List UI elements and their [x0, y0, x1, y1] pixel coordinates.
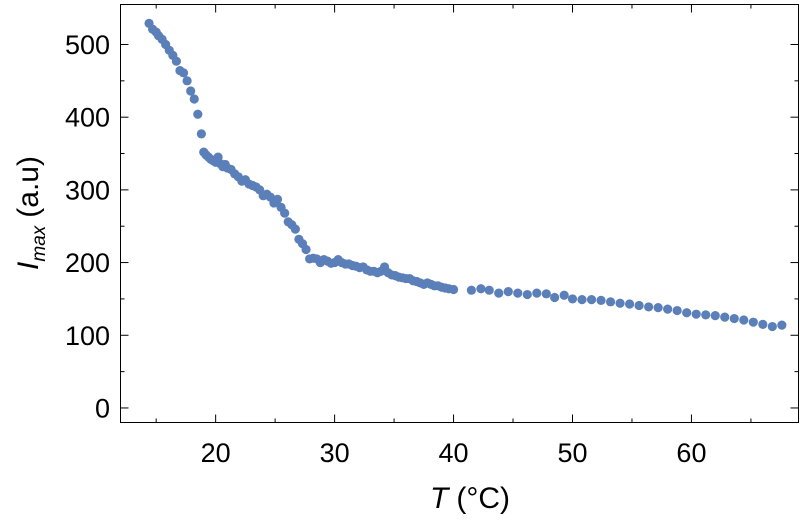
x-axis-unit: (°C) — [456, 482, 510, 515]
data-point — [522, 289, 532, 300]
data-point — [586, 295, 597, 305]
y-axis-symbol: I — [12, 262, 45, 270]
data-point — [767, 321, 777, 332]
data-point — [701, 310, 711, 320]
data-point — [615, 298, 625, 308]
y-tick-label: 100 — [65, 321, 110, 351]
x-tick-label: 40 — [439, 438, 469, 468]
y-tick-label: 400 — [65, 103, 110, 133]
x-tick-label: 30 — [320, 438, 350, 468]
data-point — [290, 224, 300, 234]
x-tick-label: 50 — [557, 438, 587, 468]
data-point — [503, 287, 513, 297]
x-axis-symbol: T — [430, 482, 451, 515]
data-point — [513, 288, 523, 298]
data-point — [476, 284, 486, 294]
data-point — [605, 297, 616, 307]
data-point — [196, 129, 206, 139]
data-point — [710, 311, 720, 321]
data-point — [758, 319, 768, 329]
x-tick-label: 60 — [676, 438, 706, 468]
y-tick-label: 500 — [65, 30, 110, 60]
data-point — [682, 308, 692, 318]
y-axis-title: Imax (a.u) — [12, 156, 50, 270]
data-point — [634, 300, 644, 311]
data-point — [559, 290, 569, 300]
data-point — [777, 320, 787, 330]
data-point — [448, 284, 459, 295]
data-point — [577, 295, 587, 305]
plot-frame — [120, 4, 799, 423]
data-point — [691, 309, 701, 319]
tick-labels: 20 30 40 50 60 0 100 200 300 400 500 — [65, 30, 707, 468]
data-point — [624, 299, 635, 309]
data-point — [186, 86, 196, 96]
data-point — [466, 285, 476, 295]
data-point — [653, 303, 663, 313]
y-tick-label: 0 — [95, 393, 110, 423]
data-point — [301, 244, 311, 255]
data-point — [672, 305, 682, 316]
data-point — [729, 313, 739, 324]
data-point — [748, 317, 758, 327]
data-point — [550, 292, 560, 303]
data-point — [532, 288, 542, 298]
data-point — [596, 295, 606, 305]
y-tick-label: 300 — [65, 175, 110, 205]
y-axis-unit: (a.u) — [12, 156, 45, 218]
data-point — [182, 76, 192, 86]
x-axis-title: T (°C) — [430, 482, 510, 515]
data-point — [494, 288, 504, 298]
y-tick-label: 200 — [65, 248, 110, 278]
data-point — [193, 109, 203, 119]
data-point — [178, 68, 189, 78]
data-point — [484, 285, 494, 295]
data-point — [541, 289, 551, 299]
data-point — [739, 315, 749, 325]
data-points — [144, 18, 787, 332]
data-point — [189, 94, 199, 104]
data-point — [663, 304, 673, 314]
x-tick-label: 20 — [201, 438, 231, 468]
data-point — [272, 194, 283, 204]
data-point — [171, 56, 182, 66]
y-axis-subscript: max — [29, 224, 50, 261]
data-point — [644, 302, 654, 312]
axis-ticks — [120, 4, 799, 423]
data-point — [720, 312, 730, 322]
data-point — [567, 294, 578, 304]
data-point — [280, 208, 290, 218]
